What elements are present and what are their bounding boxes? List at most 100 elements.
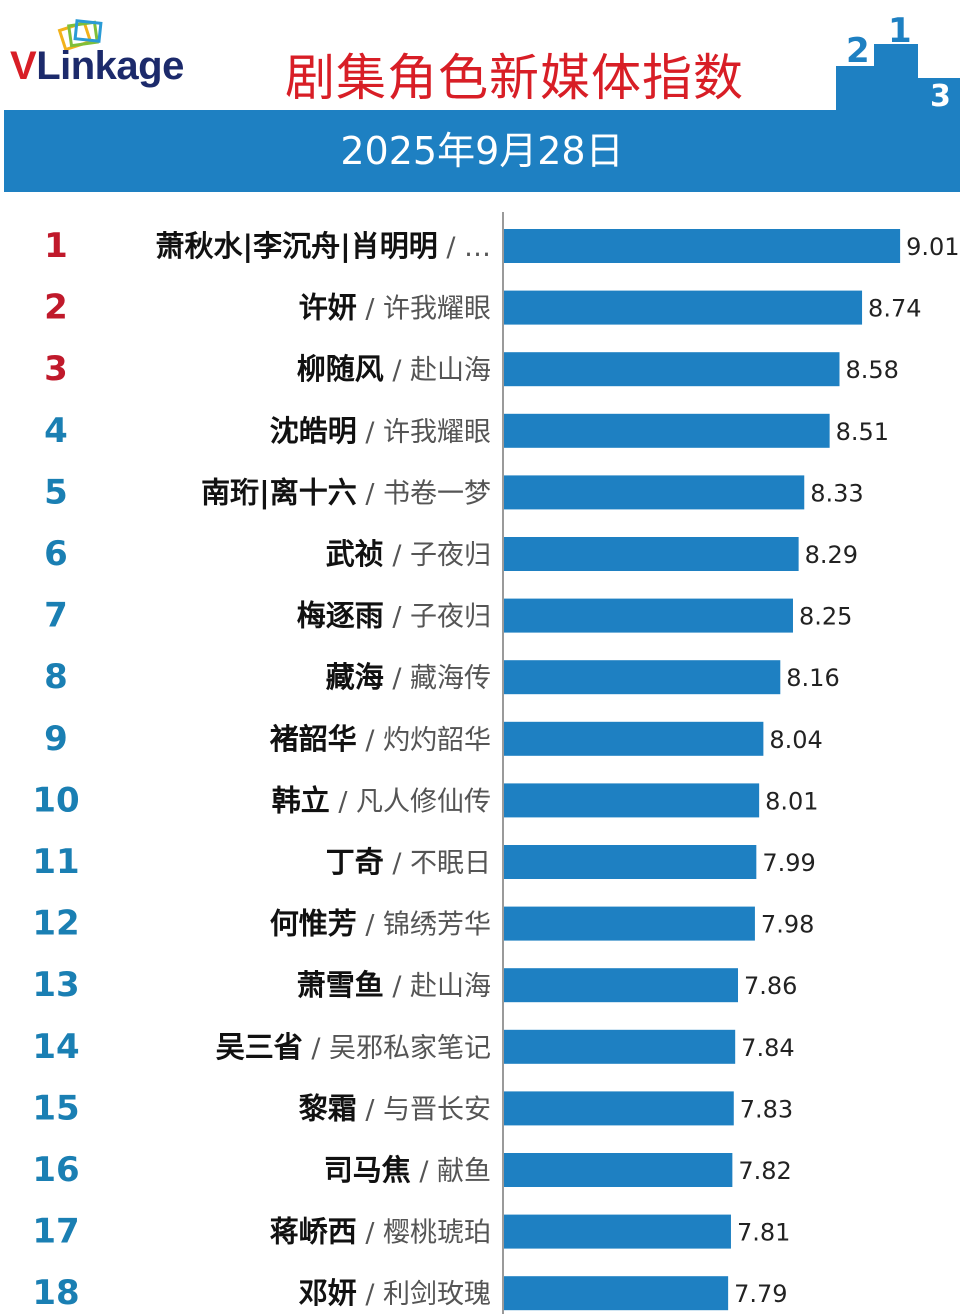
category-label: 藏海 / 藏海传 (326, 660, 491, 694)
podium-label-2: 2 (846, 31, 870, 71)
value-label: 7.84 (741, 1034, 794, 1062)
podium-label-3: 3 (930, 79, 951, 110)
character-name: 南珩|离十六 (201, 475, 357, 509)
value-label: 7.81 (737, 1219, 790, 1247)
character-name: 司马焦 (324, 1153, 411, 1187)
value-label: 8.04 (769, 726, 822, 754)
rank-number: 10 (32, 780, 79, 820)
character-name: 武祯 (326, 537, 384, 571)
character-name: 藏海 (326, 660, 384, 694)
category-label: 丁奇 / 不眠日 (326, 845, 491, 879)
value-label: 7.82 (738, 1157, 791, 1185)
value-label: 8.29 (805, 541, 858, 569)
category-label: 邓妍 / 利剑玫瑰 (299, 1276, 491, 1310)
category-label: 萧雪鱼 / 赴山海 (297, 968, 491, 1002)
value-label: 7.86 (744, 972, 797, 1000)
rank-number: 18 (32, 1273, 79, 1313)
category-label: 梅逐雨 / 子夜归 (297, 599, 491, 633)
character-name: 吴三省 (216, 1030, 303, 1064)
value-label: 8.25 (799, 603, 852, 631)
bar (504, 537, 799, 571)
rank-number: 6 (44, 534, 68, 574)
category-label: 柳随风 / 赴山海 (297, 352, 491, 386)
show-name: / 献鱼 (411, 1156, 491, 1187)
value-label: 7.79 (734, 1280, 787, 1308)
show-name: / 许我耀眼 (357, 417, 491, 448)
bar (504, 783, 760, 818)
value-label: 7.99 (762, 849, 815, 877)
value-label: 8.33 (810, 479, 863, 507)
character-name: 丁奇 (326, 845, 384, 879)
character-name: 许妍 (299, 291, 357, 325)
rank-number: 8 (44, 657, 68, 697)
rank-number: 14 (32, 1027, 79, 1067)
page-title: 剧集角色新媒体指数 (285, 49, 744, 107)
show-name: / … (438, 232, 491, 263)
bar (504, 1091, 734, 1126)
show-name: / 赴山海 (384, 971, 491, 1002)
show-name: / 凡人修仙传 (330, 786, 491, 817)
show-name: / 藏海传 (384, 663, 491, 694)
value-label: 8.01 (765, 787, 818, 815)
show-name: / 子夜归 (384, 602, 491, 633)
bar (504, 352, 840, 387)
category-label: 武祯 / 子夜归 (326, 537, 491, 571)
rank-number: 4 (44, 411, 68, 451)
bar (504, 845, 757, 879)
rank-number: 3 (44, 349, 68, 389)
bar (504, 968, 739, 1003)
date-band: 2025年9月28日 (4, 110, 960, 192)
bar (504, 660, 781, 695)
rank-number: 13 (32, 965, 79, 1005)
character-name: 蒋峤西 (270, 1215, 357, 1249)
show-name: / 樱桃琥珀 (357, 1218, 491, 1249)
character-name: 褚韶华 (270, 722, 357, 756)
show-name: / 利剑玫瑰 (357, 1279, 491, 1310)
show-name: / 不眠日 (384, 848, 491, 879)
logo-text: Linkage (36, 44, 184, 88)
logo-v: V (10, 44, 37, 88)
character-name: 萧雪鱼 (297, 968, 384, 1002)
bar (504, 413, 830, 448)
character-name: 黎霜 (299, 1091, 357, 1125)
value-label: 7.83 (740, 1095, 793, 1123)
rank-number: 9 (44, 719, 68, 759)
value-label: 8.58 (846, 356, 899, 384)
category-label: 萧秋水|李沉舟|肖明明 / … (156, 229, 491, 263)
category-label: 何惟芳 / 锦绣芳华 (270, 907, 491, 941)
character-name: 何惟芳 (270, 907, 357, 941)
bar (504, 1276, 729, 1311)
rank-number: 16 (32, 1150, 79, 1190)
show-name: / 灼灼韶华 (357, 725, 491, 756)
category-label: 吴三省 / 吴邪私家笔记 (216, 1030, 491, 1064)
show-name: / 锦绣芳华 (357, 910, 491, 941)
character-name: 韩立 (272, 783, 330, 817)
category-label: 沈皓明 / 许我耀眼 (270, 414, 491, 448)
character-name: 萧秋水|李沉舟|肖明明 (156, 229, 438, 263)
character-name: 柳随风 (297, 352, 384, 386)
category-label: 司马焦 / 献鱼 (324, 1153, 491, 1187)
show-name: / 赴山海 (384, 355, 491, 386)
show-name: / 吴邪私家笔记 (303, 1033, 491, 1064)
bar (504, 598, 793, 633)
rank-number: 12 (32, 904, 79, 944)
brand-logo: VLinkage (10, 44, 184, 89)
character-name: 邓妍 (299, 1276, 357, 1310)
bar (504, 290, 863, 325)
value-label: 8.16 (786, 664, 839, 692)
value-label: 7.98 (761, 911, 814, 939)
category-label: 蒋峤西 / 樱桃琥珀 (270, 1215, 491, 1249)
character-name: 梅逐雨 (297, 599, 384, 633)
bar (504, 1214, 731, 1249)
rank-number: 15 (32, 1088, 79, 1128)
category-label: 黎霜 / 与晋长安 (299, 1091, 491, 1125)
category-label: 南珩|离十六 / 书卷一梦 (201, 475, 491, 509)
value-label: 9.01 (906, 233, 959, 261)
show-name: / 书卷一梦 (357, 478, 491, 509)
show-name: / 子夜归 (384, 540, 491, 571)
bar (504, 229, 901, 263)
rank-number: 1 (44, 226, 68, 266)
show-name: / 与晋长安 (357, 1094, 491, 1125)
rank-number: 5 (44, 472, 68, 512)
